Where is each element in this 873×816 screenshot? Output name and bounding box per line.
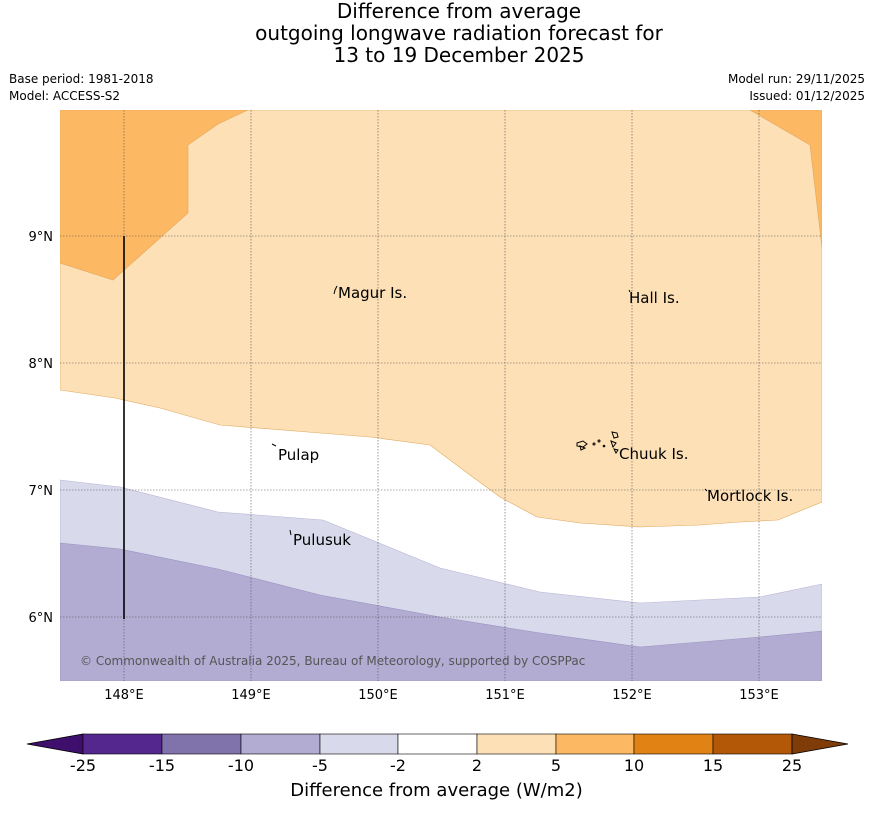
colorbar-extend-low — [26, 733, 84, 755]
lon-tick-153: 153°E — [739, 688, 779, 703]
place-mortlock: Mortlock Is. — [707, 487, 793, 505]
place-pulap: Pulap — [278, 446, 319, 464]
colorbar-label: -5 — [312, 756, 328, 775]
chuuk-island-shapes — [576, 431, 619, 454]
place-pulusuk: Pulusuk — [293, 531, 351, 549]
lon-tick-149: 149°E — [231, 688, 271, 703]
magur-island-shape — [333, 285, 338, 295]
pulusuk-island-shape — [289, 529, 292, 536]
hall-island-shape — [628, 289, 631, 293]
place-magur: Magur Is. — [338, 284, 407, 302]
lat-tick-6: 6°N — [29, 611, 54, 626]
map-title: Difference from average outgoing longwav… — [0, 0, 873, 66]
colorbar-extend-high — [791, 733, 849, 755]
meta-right: Model run: 29/11/2025 Issued: 01/12/2025 — [728, 71, 865, 105]
island-outlines — [271, 285, 708, 536]
lat-tick-9: 9°N — [29, 230, 54, 245]
colorbar-label: 2 — [472, 756, 482, 775]
lon-tick-151: 151°E — [485, 688, 525, 703]
place-hall: Hall Is. — [629, 289, 680, 307]
place-chuuk: Chuuk Is. — [619, 445, 688, 463]
band-lavender-dark — [60, 542, 822, 681]
issued-date: Issued: 01/12/2025 — [749, 89, 865, 103]
colorbar-label: 5 — [551, 756, 561, 775]
band-orange-northeast — [749, 110, 822, 249]
lon-tick-152: 152°E — [612, 688, 652, 703]
copyright-notice: © Commonwealth of Australia 2025, Bureau… — [80, 654, 585, 668]
title-line-3: 13 to 19 December 2025 — [333, 43, 585, 67]
lon-tick-150: 150°E — [358, 688, 398, 703]
meta-left: Base period: 1981-2018 Model: ACCESS-S2 — [9, 71, 154, 105]
graticule — [60, 110, 822, 681]
lon-tick-148: 148°E — [104, 688, 144, 703]
colorbar-segment-7 — [555, 733, 635, 755]
colorbar-segment-3 — [240, 733, 321, 755]
band-peach — [60, 110, 822, 528]
colorbar: -25 -15 -10 -5 -2 2 5 10 15 25 — [26, 733, 849, 775]
colorbar-segment-9 — [712, 733, 793, 755]
colorbar-label: 25 — [782, 756, 802, 775]
colorbar-segment-2 — [161, 733, 242, 755]
model-name: Model: ACCESS-S2 — [9, 89, 121, 103]
band-orange-northwest — [60, 110, 249, 281]
colorbar-title: Difference from average (W/m2) — [290, 780, 583, 801]
colorbar-label: -2 — [390, 756, 406, 775]
colorbar-segment-8 — [633, 733, 714, 755]
mortlock-island-shape — [704, 488, 708, 492]
colorbar-labels: -25 -15 -10 -5 -2 2 5 10 15 25 — [70, 756, 802, 775]
base-period: Base period: 1981-2018 — [9, 72, 154, 86]
colorbar-segment-1 — [82, 733, 163, 755]
place-labels: Magur Is. Hall Is. Pulap Chuuk Is. Mortl… — [278, 284, 793, 549]
colorbar-segment-4 — [319, 733, 399, 755]
colorbar-label: -15 — [149, 756, 175, 775]
colorbar-segment-5 — [397, 733, 478, 755]
map-area: Magur Is. Hall Is. Pulap Chuuk Is. Mortl… — [60, 110, 822, 681]
lat-tick-8: 8°N — [29, 357, 54, 372]
model-run: Model run: 29/11/2025 — [727, 72, 865, 86]
lat-tick-labels: 9°N 8°N 7°N 6°N — [29, 230, 54, 626]
lat-tick-7: 7°N — [29, 484, 54, 499]
colorbar-segment-6 — [476, 733, 557, 755]
title-line-2: outgoing longwave radiation forecast for — [255, 21, 663, 45]
pulap-island-shape — [271, 443, 277, 447]
title-line-1: Difference from average — [336, 0, 582, 23]
colorbar-label: 15 — [703, 756, 723, 775]
colorbar-label: -25 — [70, 756, 96, 775]
colorbar-label: 10 — [624, 756, 644, 775]
lon-tick-labels: 148°E 149°E 150°E 151°E 152°E 153°E — [104, 688, 779, 703]
colorbar-label: -10 — [228, 756, 254, 775]
